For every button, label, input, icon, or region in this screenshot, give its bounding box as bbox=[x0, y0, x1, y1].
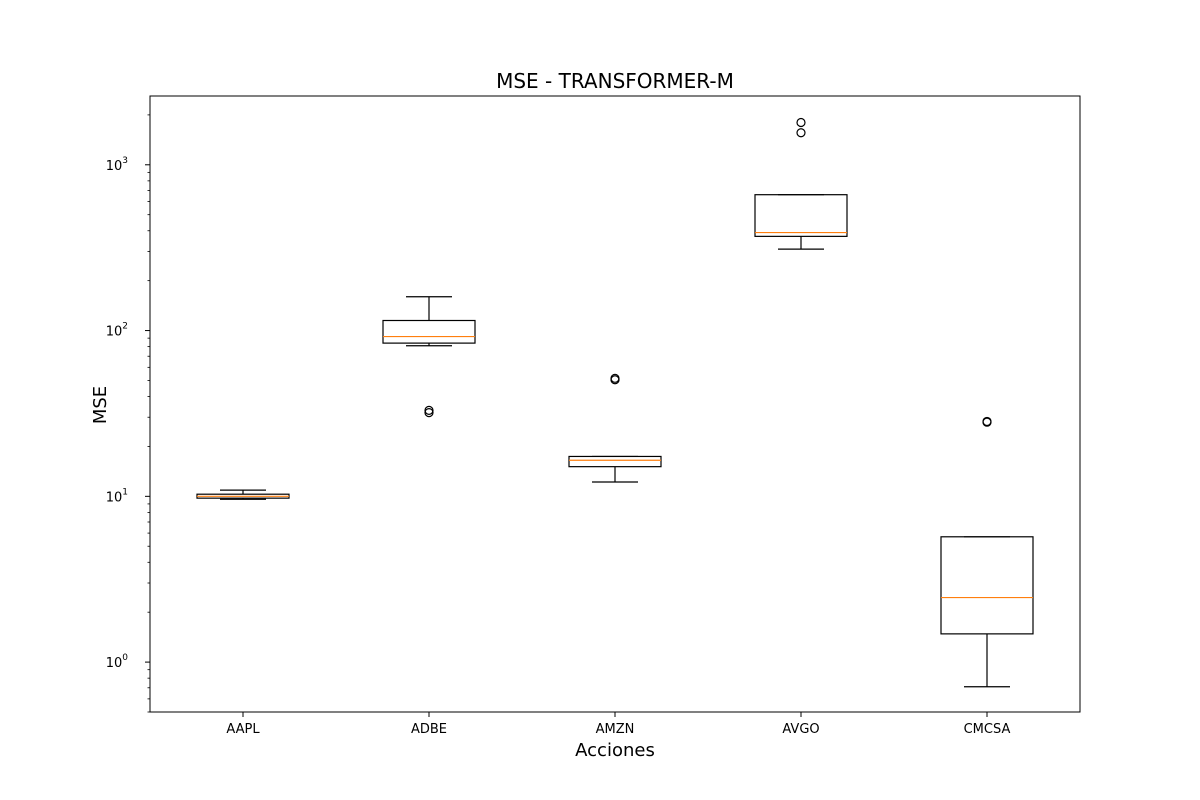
x-tick-label: CMCSA bbox=[964, 722, 1011, 737]
box-amzn bbox=[568, 455, 662, 468]
x-axis-title: Acciones bbox=[575, 740, 655, 761]
x-tick-label: AAPL bbox=[226, 722, 260, 737]
outlier-point bbox=[982, 416, 992, 427]
y-tick-label: 102 bbox=[106, 322, 128, 340]
outlier-point bbox=[796, 128, 806, 138]
chart-title: MSE - TRANSFORMER-M bbox=[496, 69, 734, 93]
outlier-point bbox=[796, 117, 806, 128]
outlier-point bbox=[424, 405, 434, 415]
box-cmcsa bbox=[940, 536, 1034, 635]
box-adbe bbox=[382, 319, 476, 344]
outlier-point bbox=[610, 373, 620, 383]
y-axis-title: MSE bbox=[90, 386, 111, 424]
x-tick-label: AVGO bbox=[782, 722, 819, 737]
x-tick-label: ADBE bbox=[411, 722, 447, 737]
y-tick-label: 101 bbox=[106, 487, 128, 505]
x-tick-label: AMZN bbox=[596, 722, 635, 737]
axes-frame bbox=[149, 95, 1081, 713]
box-avgo bbox=[754, 194, 848, 237]
y-tick-label: 100 bbox=[106, 653, 129, 671]
y-tick-label: 103 bbox=[106, 156, 128, 174]
plot-area: 100 101 102 103 AAPL ADBE AMZN AVGO CMCSA bbox=[106, 95, 1081, 737]
